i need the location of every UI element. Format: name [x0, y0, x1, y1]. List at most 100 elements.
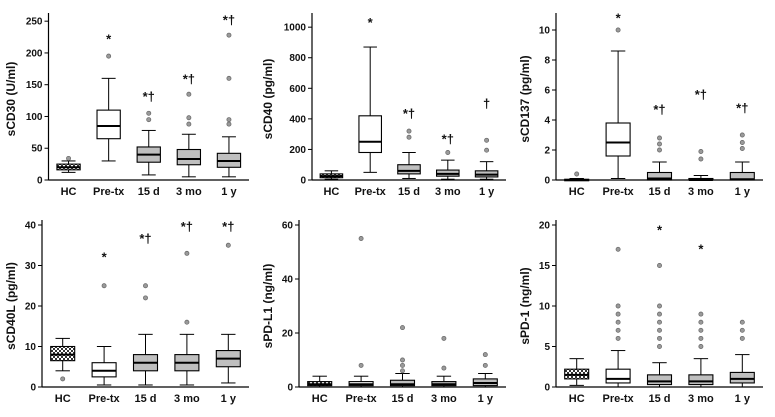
box-group-scd30-2: *† 15 d: [136, 89, 161, 198]
y-tick-label: 150: [25, 80, 42, 91]
category-label: 15 d: [137, 186, 159, 198]
outlier-point: [656, 147, 662, 153]
outlier-point: [656, 303, 662, 309]
y-axis-label: sCD30 (U/ml): [4, 62, 18, 137]
boxplot-spd1: 0 5 10 15 20 sPD-1 (ng/ml) HC Pre-tx * 15 d * 3 mo 1…: [518, 219, 763, 405]
category-label: 15 d: [648, 393, 670, 405]
y-tick-label: 20: [24, 301, 36, 312]
box-group-spdl1-1: Pre-tx: [345, 235, 377, 405]
panel-spd1: 0 5 10 15 20 sPD-1 (ng/ml) HC Pre-tx * 15 d * 3 mo 1…: [516, 209, 773, 416]
y-tick-label: 200: [25, 49, 42, 60]
y-tick-label: 10: [538, 301, 550, 312]
significance-marker: *†: [736, 101, 748, 116]
category-label: 1 y: [478, 186, 494, 198]
category-label: Pre-tx: [602, 393, 634, 405]
outlier-point: [440, 365, 446, 371]
outlier-point: [739, 146, 745, 152]
boxplot-scd137: 0 2 4 6 8 10 sCD137 (pg/ml) HC * Pre-tx *† 15 d *† 3 …: [518, 11, 763, 199]
box-group-spd1-2: * 15 d: [646, 222, 672, 405]
box-group-scd137-0: HC: [563, 171, 589, 198]
category-label: 1 y: [477, 393, 493, 405]
y-tick-label: 8: [544, 56, 550, 67]
boxplot-scd30: 0 50 100 150 200 250 sCD30 (U/ml) HC * Pre-tx *† 15…: [4, 13, 249, 199]
outlier-point: [183, 319, 189, 325]
outlier-point: [145, 117, 151, 123]
box-group-scd30-0: HC: [55, 156, 81, 198]
outlier-point: [615, 327, 621, 333]
iqr-box: [646, 374, 672, 385]
outlier-point: [739, 327, 745, 333]
y-tick-label: 10: [538, 26, 550, 37]
y-tick-label: 0: [30, 382, 36, 393]
box-group-scd137-2: *† 15 d: [646, 102, 672, 198]
category-label: HC: [54, 393, 70, 405]
iqr-box: [646, 172, 672, 181]
y-tick-label: 10: [24, 342, 36, 353]
significance-marker: *†: [180, 219, 192, 234]
outlier-point: [697, 319, 703, 325]
outlier-point: [615, 27, 621, 33]
y-tick-label: 15: [538, 261, 550, 272]
significance-marker: *†: [222, 219, 234, 234]
outlier-point: [225, 76, 231, 82]
iqr-box: [49, 345, 75, 361]
y-tick-label: 20: [538, 220, 550, 231]
y-tick-label: 200: [289, 145, 306, 156]
significance-marker: *: [615, 11, 621, 26]
panel-scd40: 0 200 400 600 800 1000 sCD40 (pg/ml) HC * Pre-tx *…: [259, 2, 516, 209]
category-label: 3 mo: [688, 186, 714, 198]
y-tick-label: 50: [31, 144, 43, 155]
y-axis-label: sPD-1 (ng/ml): [518, 267, 532, 344]
boxplot-spdl1: 0 20 40 60 sPD-L1 (ng/ml) HC Pre-tx 15 d 3 mo 1 y: [261, 219, 506, 405]
outlier-point: [739, 319, 745, 325]
significance-marker: *: [656, 222, 662, 237]
y-tick-label: 0: [544, 176, 550, 187]
outlier-point: [105, 53, 111, 59]
category-label: HC: [568, 393, 584, 405]
box-group-spdl1-3: 3 mo: [431, 335, 457, 405]
y-axis-label: sPD-L1 (ng/ml): [261, 263, 275, 348]
outlier-point: [656, 262, 662, 268]
category-label: Pre-tx: [88, 393, 120, 405]
y-tick-label: 0: [287, 382, 293, 393]
outlier-point: [697, 335, 703, 341]
outlier-point: [225, 121, 231, 127]
outlier-point: [615, 335, 621, 341]
box-group-scd30-1: * Pre-tx: [93, 32, 125, 199]
box-group-scd40l-0: HC: [49, 337, 75, 405]
category-label: 15 d: [648, 186, 670, 198]
outlier-point: [615, 303, 621, 309]
outlier-point: [444, 150, 450, 156]
category-label: 15 d: [134, 393, 156, 405]
box-group-scd40-1: * Pre-tx: [354, 15, 386, 198]
significance-marker: *†: [222, 13, 234, 28]
y-tick-label: 0: [36, 176, 42, 187]
outlier-point: [183, 250, 189, 256]
box-group-scd40l-1: * Pre-tx: [88, 249, 120, 405]
outlier-point: [656, 311, 662, 317]
box-group-spdl1-4: 1 y: [472, 351, 498, 405]
outlier-point: [101, 283, 107, 288]
outlier-point: [65, 156, 71, 162]
outlier-point: [739, 132, 745, 138]
box-group-scd137-1: * Pre-tx: [602, 11, 634, 199]
iqr-box: [91, 361, 117, 378]
category-label: 3 mo: [431, 393, 457, 405]
y-tick-label: 40: [281, 274, 293, 285]
iqr-box: [687, 374, 713, 385]
outlier-point: [615, 319, 621, 325]
outlier-point: [399, 324, 405, 330]
category-label: 15 d: [397, 186, 419, 198]
category-label: 3 mo: [176, 186, 202, 198]
y-tick-label: 600: [289, 84, 306, 95]
significance-marker: *†: [402, 106, 414, 121]
significance-marker: *†: [441, 132, 453, 147]
outlier-point: [573, 171, 579, 177]
significance-marker: *†: [182, 72, 194, 87]
outlier-point: [358, 362, 364, 368]
significance-marker: *†: [653, 102, 665, 117]
box-group-scd40l-4: *† 1 y: [215, 219, 241, 405]
outlier-point: [482, 362, 488, 368]
outlier-point: [483, 138, 489, 143]
